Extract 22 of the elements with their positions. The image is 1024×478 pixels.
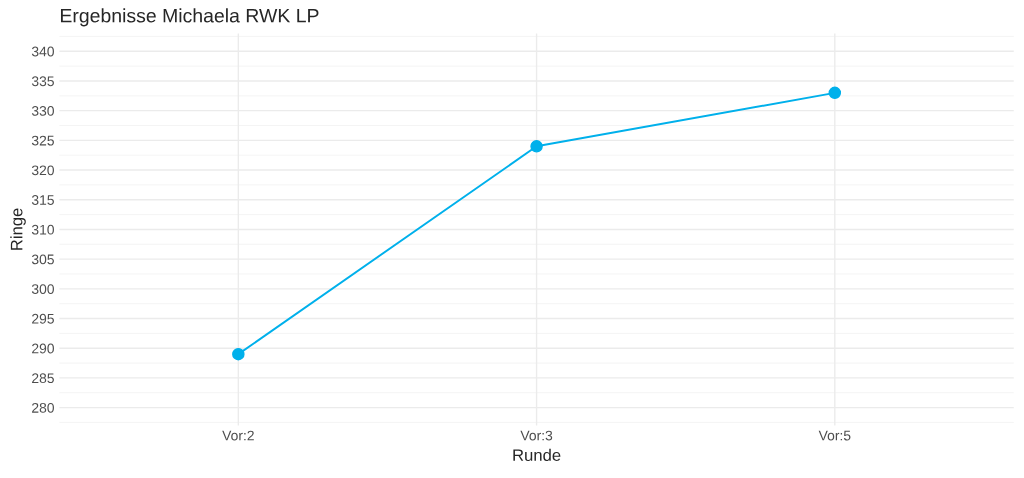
y-tick-label: 335 <box>31 76 54 87</box>
point <box>530 140 543 153</box>
x-axis-title: Runde <box>513 448 561 462</box>
y-tick-label: 310 <box>31 224 54 235</box>
y-tick-label: 315 <box>31 195 54 205</box>
y-tick-label: 295 <box>32 313 54 324</box>
point <box>232 347 245 361</box>
y-tick-label: 330 <box>31 106 54 116</box>
y-tick-label: 325 <box>31 135 54 146</box>
point <box>828 86 842 100</box>
y-tick-label: 290 <box>32 343 54 354</box>
x-tick-label: Vor:3 <box>520 430 553 441</box>
y-tick-label: 340 <box>31 46 54 57</box>
y-tick-label: 280 <box>32 402 54 413</box>
y-tick-label: 285 <box>32 373 54 384</box>
chart-title: Ergebnisse Michaela RWK LP <box>60 8 319 27</box>
x-tick-label: Vor:2 <box>222 430 254 441</box>
y-axis-title: Ringe <box>10 208 26 250</box>
y-tick-label: 305 <box>31 254 54 265</box>
y-tick-label: 300 <box>31 284 54 294</box>
y-tick-label: 320 <box>31 165 54 176</box>
x-tick-label: Vor:5 <box>818 430 851 441</box>
